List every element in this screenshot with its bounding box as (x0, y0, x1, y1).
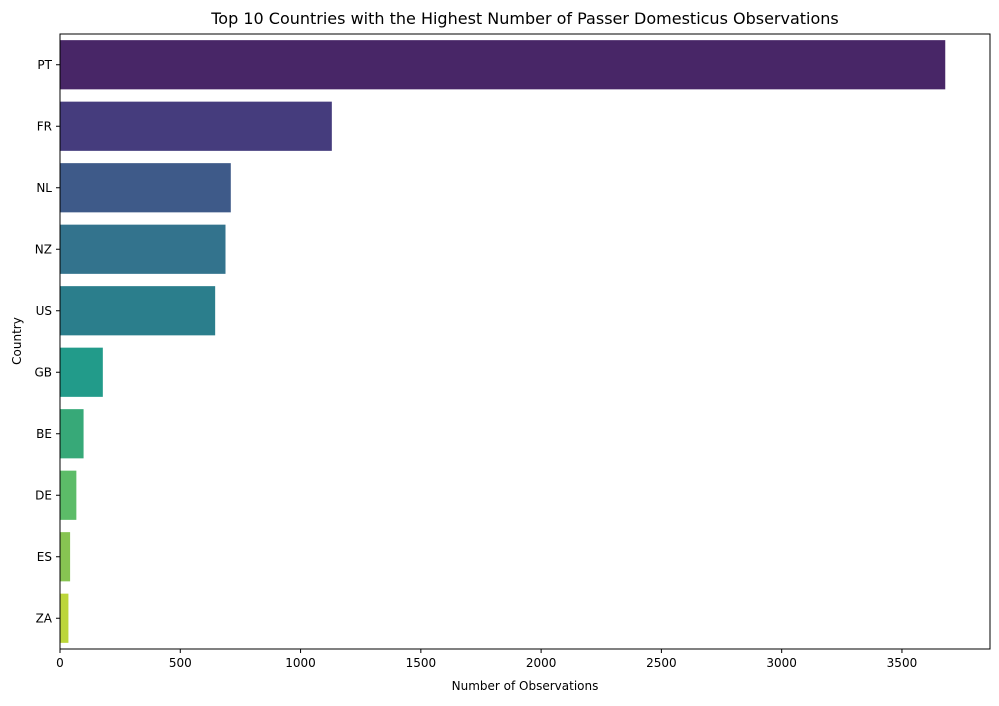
bar-group (60, 40, 946, 643)
x-tick-label: 1000 (285, 656, 316, 670)
bar-us (60, 286, 216, 336)
y-tick-label: US (36, 304, 52, 318)
x-tick-label: 2000 (526, 656, 557, 670)
y-tick-label: ZA (36, 611, 53, 625)
bar-nl (60, 163, 231, 213)
x-tick-label: 3500 (887, 656, 918, 670)
y-tick-label: NZ (35, 242, 52, 256)
y-tick-label: GB (34, 365, 52, 379)
y-tick-label: BE (36, 427, 52, 441)
bar-de (60, 470, 77, 520)
x-tick-label: 0 (56, 656, 64, 670)
x-axis-ticks: 0 500 1000 1500 2000 2500 3000 3500 (56, 649, 917, 670)
y-tick-label: FR (37, 119, 52, 133)
y-tick-label: DE (35, 488, 52, 502)
y-tick-label: PT (37, 58, 52, 72)
x-tick-label: 2500 (646, 656, 677, 670)
bar-fr (60, 101, 332, 151)
y-axis-label: Country (10, 317, 24, 365)
bar-pt (60, 40, 946, 90)
bar-nz (60, 224, 226, 274)
bar-es (60, 532, 71, 582)
y-axis-ticks: PT FR NL NZ US GB BE DE ES ZA (34, 58, 60, 625)
bar-za (60, 593, 69, 643)
y-tick-label: NL (36, 181, 52, 195)
y-tick-label: ES (37, 550, 52, 564)
bar-be (60, 409, 84, 459)
bar-gb (60, 347, 103, 397)
x-tick-label: 3000 (766, 656, 797, 670)
x-axis-label: Number of Observations (452, 679, 599, 693)
chart-title: Top 10 Countries with the Highest Number… (210, 9, 839, 28)
x-tick-label: 1500 (406, 656, 437, 670)
plot-frame (59, 33, 991, 650)
x-tick-label: 500 (169, 656, 192, 670)
